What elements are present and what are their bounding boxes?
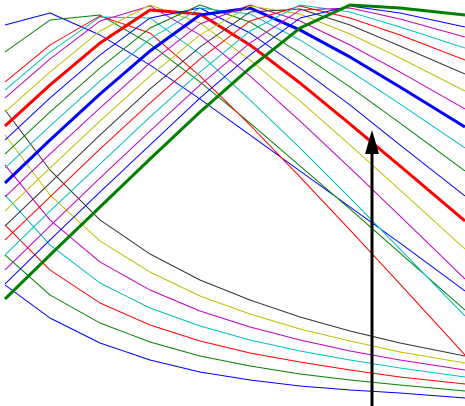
curve [4,8,465,227]
curve [4,7,465,271]
curve [4,15,465,356]
curve [4,12,465,292]
curve [4,164,465,371]
curve [4,16,465,317]
curve [4,4,465,172]
curve [4,14,465,311]
curve [4,224,465,385]
curve [4,194,465,378]
curve [4,5,465,212]
curve [4,109,465,357]
curve [4,134,465,364]
curve [4,5,465,241]
curve [4,4,465,250]
curves [3,3,465,399]
arrow-head [365,130,379,154]
curve [4,5,465,280]
curve [3,6,465,185]
curve [4,254,465,392]
curve [4,4,465,198]
curve [3,3,465,301]
curve [4,5,465,285]
curve [4,4,465,256]
curve [4,284,465,399]
curve [3,8,465,223]
